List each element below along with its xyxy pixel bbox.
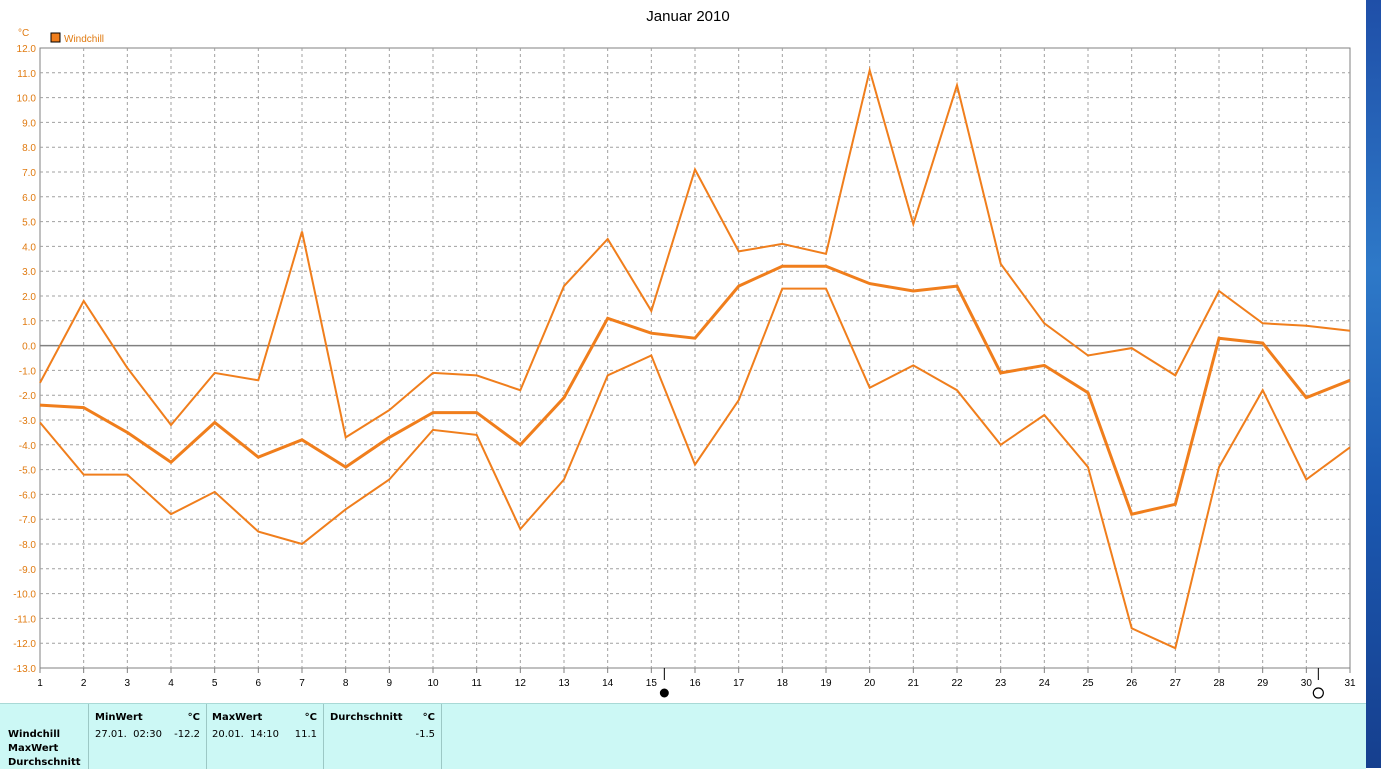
stats-unit-avg: °C [422,712,435,723]
stats-header-min: MinWert [95,712,143,723]
y-tick-label: -4.0 [19,441,37,452]
y-tick-label: 6.0 [22,193,36,204]
x-tick-label: 20 [864,678,876,689]
stats-column-min: MinWert °C 27.01. 02:30 -12.2 [88,704,207,769]
y-tick-label: -6.0 [19,490,37,501]
stats-date-min: 27.01. 02:30 [95,729,162,740]
y-tick-label: 10.0 [17,94,37,105]
stats-unit-min: °C [187,712,200,723]
stats-value-avg: -1.5 [415,729,435,740]
x-tick-label: 5 [212,678,218,689]
x-tick-label: 17 [733,678,745,689]
y-tick-label: -1.0 [19,366,37,377]
x-tick-label: 28 [1213,678,1225,689]
statistics-panel: Windchill MaxWert Durchschnitt MinWert °… [0,703,1366,769]
x-tick-label: 13 [558,678,570,689]
x-tick-label: 15 [646,678,658,689]
series-line-min [39,287,1351,650]
x-tick-label: 23 [995,678,1007,689]
y-axis-unit-label: °C [18,28,29,39]
series-line-max [39,66,1351,440]
x-tick-label: 21 [908,678,920,689]
y-tick-label: -7.0 [19,515,37,526]
stats-value-min: -12.2 [174,729,200,740]
x-tick-label: 29 [1257,678,1269,689]
y-tick-label: -8.0 [19,540,37,551]
legend-swatch [50,32,61,43]
full-moon-icon [1312,687,1324,699]
x-tick-label: 27 [1170,678,1182,689]
x-tick-label: 10 [427,678,439,689]
stats-value-max: 11.1 [294,729,317,740]
chart-area: Januar 2010 °C Windchill 12.011.010.09.0… [13,8,1356,699]
y-tick-label: -12.0 [13,639,36,650]
x-tick-label: 3 [125,678,131,689]
x-tick-label: 26 [1126,678,1138,689]
stats-date-max: 20.01. 14:10 [212,729,279,740]
y-tick-label: 12.0 [17,44,37,55]
x-tick-label: 16 [689,678,701,689]
x-tick-label: 7 [299,678,305,689]
y-tick-label: 9.0 [22,118,36,129]
chart-title: Januar 2010 [646,8,729,25]
stats-header-avg: Durchschnitt [330,712,403,723]
new-moon-icon [659,688,669,698]
x-tick-label: 24 [1039,678,1051,689]
x-tick-label: 2 [81,678,87,689]
stats-header-max: MaxWert [212,712,263,723]
stats-row-windchill: Windchill [8,729,61,740]
x-tick-label: 30 [1301,678,1313,689]
y-tick-label: 7.0 [22,168,36,179]
y-tick-label: -11.0 [14,614,36,625]
y-tick-label: -2.0 [19,391,37,402]
y-tick-label: 3.0 [22,267,36,278]
x-tick-label: 1 [37,678,43,689]
stats-row-maxwert: MaxWert [8,743,59,754]
y-tick-label: 4.0 [22,242,36,253]
x-tick-label: 25 [1082,678,1094,689]
y-tick-label: 11.0 [17,69,36,80]
x-tick-label: 12 [515,678,527,689]
y-tick-label: -13.0 [13,664,36,675]
y-tick-label: -9.0 [19,565,37,576]
x-tick-label: 18 [777,678,789,689]
x-tick-label: 4 [168,678,174,689]
legend-label: Windchill [64,34,104,45]
stats-column-avg: Durchschnitt °C -1.5 [324,704,442,769]
y-tick-label: 8.0 [22,143,36,154]
x-tick-label: 31 [1344,678,1356,689]
y-tick-label: 5.0 [22,218,36,229]
series-line-avg [39,264,1351,516]
stats-column-max: MaxWert °C 20.01. 14:10 11.1 [206,704,324,769]
x-tick-label: 8 [343,678,349,689]
x-tick-label: 11 [471,678,482,689]
y-tick-label: -5.0 [19,466,37,477]
y-tick-label: -10.0 [13,590,36,601]
x-tick-label: 9 [387,678,393,689]
desktop-background-strip [1366,0,1381,768]
stats-unit-max: °C [304,712,317,723]
stats-row-durchschnitt: Durchschnitt [8,757,81,768]
y-tick-label: -3.0 [19,416,37,427]
y-tick-label: 1.0 [22,317,36,328]
x-tick-label: 19 [820,678,832,689]
x-tick-label: 6 [256,678,262,689]
y-tick-label: 2.0 [22,292,36,303]
x-tick-label: 14 [602,678,614,689]
y-tick-label: 0.0 [22,342,36,353]
x-tick-label: 22 [951,678,963,689]
